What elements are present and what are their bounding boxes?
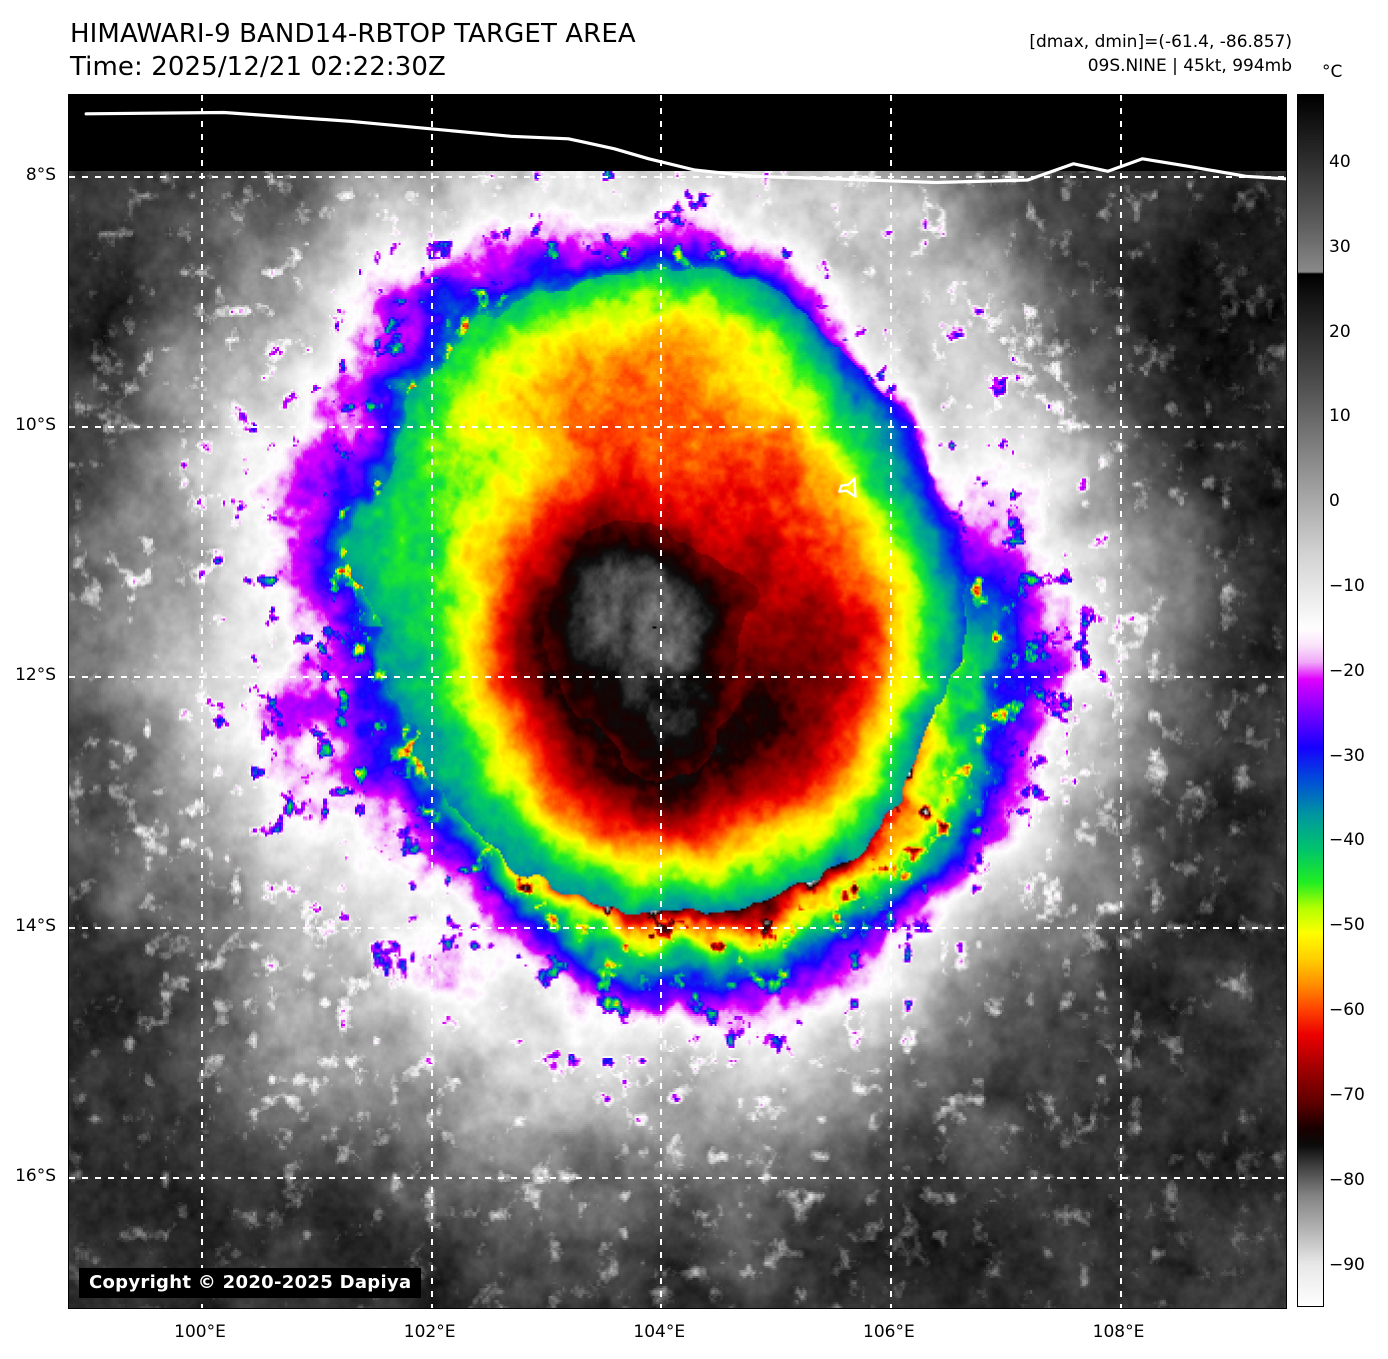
colorbar-canvas: [1298, 95, 1323, 1306]
timestamp-label: Time: 2025/12/21 02:22:30Z: [70, 52, 446, 82]
page-title: HIMAWARI-9 BAND14-RBTOP TARGET AREA: [70, 19, 636, 49]
latitude-tick-label-4: 16°S: [15, 1165, 56, 1186]
figure-title-block: HIMAWARI-9 BAND14-RBTOP TARGET AREA Time…: [70, 18, 636, 84]
colorbar-tick-label-11: −70: [1329, 1084, 1365, 1105]
colorbar-tick-label-2: 20: [1329, 321, 1351, 342]
colorbar-tick-label-5: −10: [1329, 575, 1365, 596]
colorbar-tick-label-0: 40: [1329, 151, 1351, 172]
infrared-brightness-temperature-raster: [69, 95, 1286, 1308]
latitude-tick-label-0: 8°S: [25, 165, 56, 186]
colorbar-tick-label-12: −80: [1329, 1169, 1365, 1190]
latitude-tick-label-1: 10°S: [15, 415, 56, 436]
colorbar-tick-label-3: 10: [1329, 406, 1351, 427]
coastline-path: [84, 110, 1286, 185]
colorbar-tick-label-13: −90: [1329, 1254, 1365, 1275]
temperature-colorbar: 40 30 20 10 0 −10 −20 −30 −40 −50 −60 −70 −80 −90: [1297, 94, 1365, 1307]
colorbar-gradient: [1297, 94, 1324, 1307]
longitude-tick-label-3: 106°E: [863, 1322, 915, 1342]
longitude-tick-label-2: 104°E: [633, 1322, 686, 1342]
colorbar-unit-label: °C: [1322, 62, 1343, 82]
vector-overlay: [84, 110, 1286, 498]
metadata-block: [dmax, dmin]=(-61.4, -86.857) 09S.NINE |…: [1029, 30, 1292, 78]
christmas-island-marker: [838, 477, 857, 498]
longitude-tick-label-4: 108°E: [1092, 1322, 1145, 1342]
satellite-image-plot: Copyright © 2020-2025 Dapiya: [68, 94, 1287, 1309]
latitude-tick-label-2: 12°S: [15, 665, 56, 686]
storm-intensity-label: 09S.NINE | 45kt, 994mb: [1087, 56, 1292, 76]
colorbar-tick-label-4: 0: [1329, 491, 1340, 512]
longitude-tick-label-0: 100°E: [174, 1322, 226, 1342]
longitude-tick-label-1: 102°E: [403, 1322, 456, 1342]
colorbar-tick-label-10: −60: [1329, 1000, 1365, 1021]
colorbar-tick-label-9: −50: [1329, 915, 1365, 936]
copyright-watermark: Copyright © 2020-2025 Dapiya: [79, 1268, 422, 1298]
colorbar-tick-label-7: −30: [1329, 745, 1365, 766]
latitude-tick-label-3: 14°S: [15, 915, 56, 936]
colorbar-tick-label-1: 30: [1329, 236, 1351, 257]
colorbar-tick-label-8: −40: [1329, 830, 1365, 851]
data-range-label: [dmax, dmin]=(-61.4, -86.857): [1029, 32, 1292, 52]
colorbar-tick-label-6: −20: [1329, 660, 1365, 681]
